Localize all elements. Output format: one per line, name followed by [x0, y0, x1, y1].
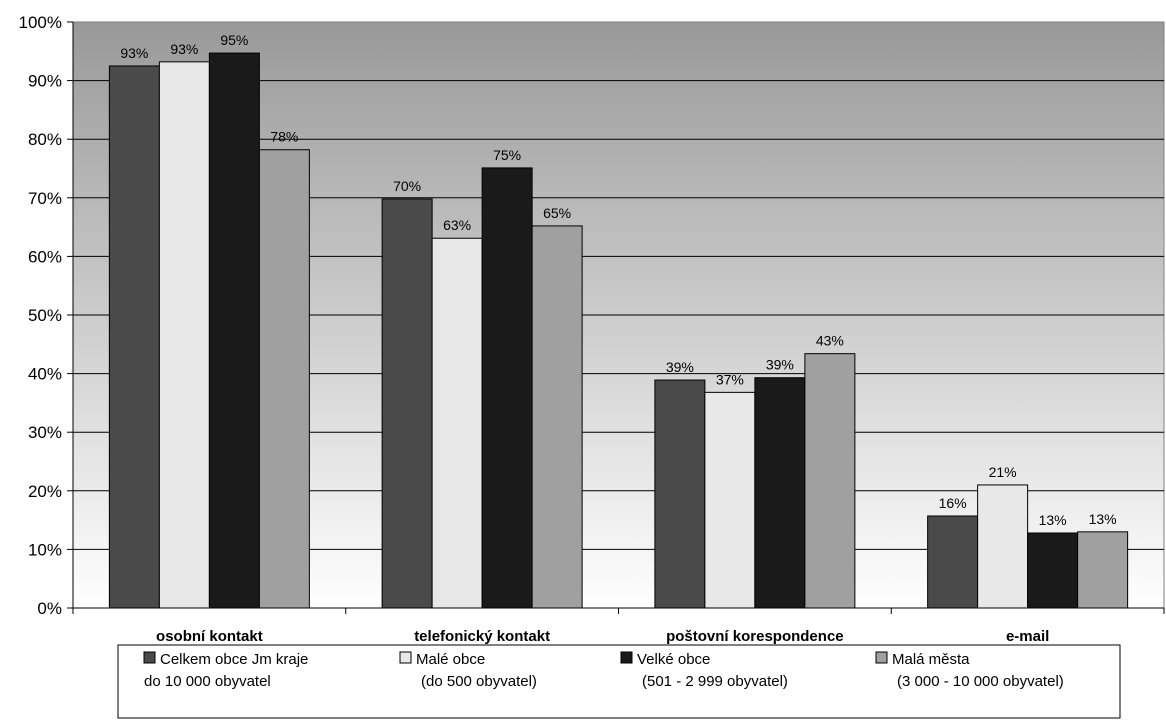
y-tick-label: 30%: [28, 423, 62, 442]
legend-label: Malá města: [892, 651, 970, 668]
bar: [704, 391, 756, 609]
y-tick-label: 60%: [28, 247, 62, 266]
bar: [208, 52, 260, 609]
legend-label: (do 500 obyvatel): [421, 673, 537, 690]
y-tick-label: 40%: [28, 365, 62, 384]
data-label: 65%: [543, 205, 571, 221]
data-label: 16%: [939, 495, 967, 511]
legend-label: (501 - 2 999 obyvatel): [642, 673, 788, 690]
category-label: telefonický kontakt: [414, 628, 550, 645]
data-label: 39%: [766, 357, 794, 373]
bar: [431, 237, 483, 609]
data-label: 43%: [816, 333, 844, 349]
data-label: 21%: [989, 464, 1017, 480]
category-label: poštovní korespondence: [666, 628, 844, 645]
bar: [481, 167, 533, 609]
bar: [381, 198, 433, 609]
bar: [1077, 531, 1129, 609]
bars: [108, 52, 1129, 609]
data-label: 39%: [666, 359, 694, 375]
legend-swatch: [399, 651, 412, 664]
bar: [754, 377, 806, 609]
data-label: 13%: [1089, 511, 1117, 527]
category-label: e-mail: [1006, 628, 1049, 645]
category-labels: osobní kontakt telefonický kontakt poštovn…: [156, 628, 1049, 645]
bar: [531, 225, 583, 609]
category-label: osobní kontakt: [156, 628, 263, 645]
bar: [158, 61, 210, 609]
y-tick-label: 0%: [37, 599, 62, 618]
bar: [258, 149, 310, 609]
x-axis: [72, 22, 1165, 614]
y-axis-tick-labels: 0% 10% 20% 30% 40% 50% 60% 70% 80% 90% 100%: [19, 13, 62, 618]
legend-label: Malé obce: [416, 651, 485, 668]
y-tick-label: 20%: [28, 482, 62, 501]
legend-label: do 10 000 obyvatel: [144, 673, 271, 690]
legend: Celkem obce Jm kraje do 10 000 obyvatel Ma…: [117, 644, 1121, 719]
bar: [108, 65, 160, 609]
data-label: 37%: [716, 371, 744, 387]
bar: [1027, 532, 1079, 609]
data-labels: 93% 93% 95% 78% 70% 63% 75% 65% 39% 37% 39% 43% 16% 2…: [120, 32, 1116, 528]
data-label: 63%: [443, 217, 471, 233]
y-tick-label: 10%: [28, 540, 62, 559]
legend-box: [117, 644, 1121, 719]
legend-swatch: [143, 651, 156, 664]
data-label: 13%: [1039, 512, 1067, 528]
data-label: 75%: [493, 147, 521, 163]
data-label: 93%: [170, 41, 198, 57]
y-tick-label: 50%: [28, 306, 62, 325]
bar: [927, 515, 979, 609]
y-tick-label: 100%: [19, 13, 62, 32]
data-label: 78%: [270, 129, 298, 145]
data-label: 95%: [220, 32, 248, 48]
bar: [977, 484, 1029, 609]
data-label: 93%: [120, 45, 148, 61]
legend-swatch: [875, 651, 888, 664]
bar: [654, 379, 706, 609]
legend-label: (3 000 - 10 000 obyvatel): [897, 673, 1064, 690]
data-label: 70%: [393, 178, 421, 194]
y-tick-label: 80%: [28, 130, 62, 149]
legend-label: Velké obce: [637, 651, 710, 668]
legend-label: Celkem obce Jm kraje: [160, 651, 308, 668]
bar: [804, 353, 856, 609]
legend-swatch: [620, 651, 633, 664]
y-tick-label: 90%: [28, 72, 62, 91]
y-tick-label: 70%: [28, 189, 62, 208]
